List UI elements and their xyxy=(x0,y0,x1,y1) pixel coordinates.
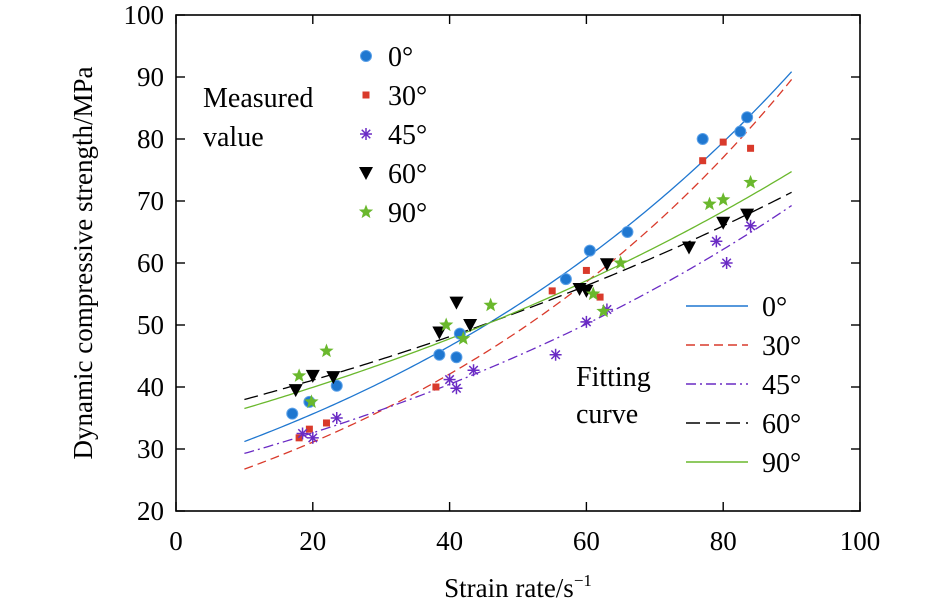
fit-curve-45deg xyxy=(244,205,792,455)
data-point xyxy=(322,419,330,427)
legend-fitting-label: 60° xyxy=(762,409,801,440)
legend-measured-label: 45° xyxy=(388,120,427,151)
data-point xyxy=(720,257,733,269)
data-point xyxy=(744,219,757,232)
data-point xyxy=(719,138,727,146)
data-point xyxy=(747,144,755,152)
legend-fitting: Fitting curve 0° 30° 45° 60° 90° xyxy=(576,292,801,479)
y-tick-label: 60 xyxy=(137,248,164,278)
data-point xyxy=(463,319,478,332)
data-point xyxy=(613,255,628,270)
data-point xyxy=(734,125,747,138)
data-point xyxy=(291,368,307,382)
legend-measured-label: 0° xyxy=(388,42,413,73)
legend-measured-marker xyxy=(360,128,372,140)
y-axis-title: Dynamic compressive strength/MPa xyxy=(68,67,98,460)
data-point xyxy=(716,216,731,230)
y-tick-label: 50 xyxy=(137,310,164,340)
data-point xyxy=(296,427,309,440)
data-point xyxy=(456,331,471,345)
data-point xyxy=(286,407,299,420)
legend-measured-label: 60° xyxy=(388,159,427,190)
legend-fitting-label: 0° xyxy=(762,292,787,323)
data-point xyxy=(304,394,319,408)
y-tick-label: 90 xyxy=(137,62,164,92)
data-point xyxy=(559,273,572,286)
legend-fitting-label: 30° xyxy=(762,331,801,362)
legend-measured-marker xyxy=(358,204,374,219)
legend-measured-title-line2: value xyxy=(203,122,264,153)
x-tick-label: 60 xyxy=(573,526,600,556)
data-point xyxy=(743,174,758,189)
x-axis-title-exponent: −1 xyxy=(574,571,592,590)
data-point xyxy=(449,296,464,310)
data-point xyxy=(450,382,463,395)
legend-measured: Measured value 0° 30° 45° 60° 90° xyxy=(203,42,427,229)
data-point xyxy=(330,379,343,392)
data-point xyxy=(699,157,707,165)
legend-fitting-title-line1: Fitting xyxy=(576,362,651,393)
data-point xyxy=(432,383,440,391)
x-tick-label: 0 xyxy=(169,526,183,556)
data-point xyxy=(326,371,341,385)
data-point xyxy=(710,235,723,248)
data-point xyxy=(702,196,717,211)
fit-curve-60deg xyxy=(244,191,792,401)
data-point xyxy=(579,284,594,298)
legend-measured-marker xyxy=(359,167,373,180)
data-point xyxy=(596,293,604,301)
data-point xyxy=(741,111,754,124)
data-point xyxy=(696,133,709,145)
x-tick-label: 20 xyxy=(299,526,326,556)
legend-measured-marker xyxy=(362,91,370,99)
legend-measured-label: 90° xyxy=(388,198,427,229)
x-tick-label: 40 xyxy=(436,526,463,556)
data-point xyxy=(288,384,303,398)
data-point xyxy=(596,303,611,318)
data-point xyxy=(330,412,343,424)
data-point xyxy=(319,343,334,358)
fit-curves xyxy=(244,71,793,470)
data-point xyxy=(433,348,446,361)
y-tick-label: 40 xyxy=(137,372,164,402)
y-tick-label: 70 xyxy=(137,186,164,216)
data-point xyxy=(682,241,696,255)
y-tick-label: 20 xyxy=(137,496,164,526)
legend-measured-marker xyxy=(360,50,372,62)
y-tick-label: 30 xyxy=(137,434,164,464)
data-point xyxy=(582,266,590,274)
legend-measured-title-line1: Measured xyxy=(203,83,313,114)
legend-fitting-label: 90° xyxy=(762,448,801,479)
data-point xyxy=(443,373,456,386)
data-point xyxy=(450,351,463,364)
legend-fitting-label: 45° xyxy=(762,370,801,401)
data-point xyxy=(580,315,593,328)
data-point xyxy=(467,364,480,377)
data-point xyxy=(305,425,313,433)
data-point xyxy=(740,208,755,222)
x-tick-label: 100 xyxy=(840,526,881,556)
x-tick-label: 80 xyxy=(710,526,737,556)
data-point xyxy=(306,431,319,444)
data-point xyxy=(716,192,731,206)
data-point xyxy=(483,297,498,312)
fit-curve-30deg xyxy=(244,79,793,470)
data-point xyxy=(548,287,556,295)
data-point xyxy=(549,348,562,361)
y-tick-label: 100 xyxy=(124,0,165,30)
fit-curve-0deg xyxy=(244,71,793,443)
data-point xyxy=(621,226,634,238)
y-tick-label: 80 xyxy=(137,124,164,154)
data-markers xyxy=(286,111,758,444)
data-point xyxy=(599,258,614,272)
legend-measured-label: 30° xyxy=(388,81,427,112)
x-axis-title: Strain rate/s−1 xyxy=(444,571,592,603)
data-point xyxy=(439,317,454,332)
legend-fitting-title-line2: curve xyxy=(576,399,638,430)
data-point xyxy=(583,244,596,257)
data-point xyxy=(305,369,320,383)
data-point xyxy=(586,286,601,301)
